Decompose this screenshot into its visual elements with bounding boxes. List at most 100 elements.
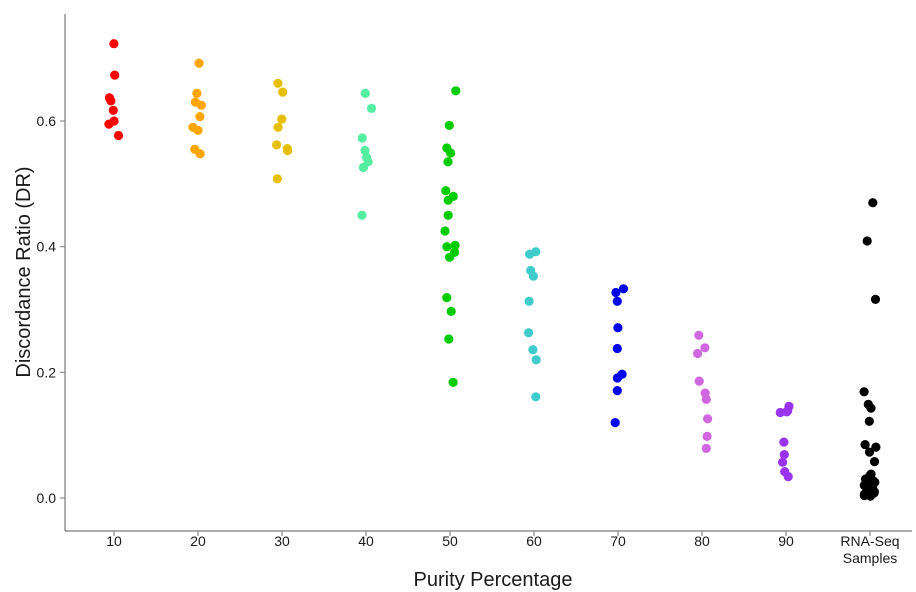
data-point xyxy=(865,491,876,501)
x-tick-label: 70 xyxy=(610,533,626,549)
x-tick-label: 40 xyxy=(358,533,374,549)
data-point xyxy=(693,348,703,359)
data-point xyxy=(192,88,202,98)
data-point xyxy=(357,210,367,220)
x-tick-label: 30 xyxy=(274,533,290,549)
data-point xyxy=(272,174,282,184)
data-point xyxy=(779,437,789,447)
data-point xyxy=(278,87,288,97)
data-point xyxy=(113,130,124,141)
data-point xyxy=(528,345,538,355)
data-point xyxy=(779,450,789,460)
data-point xyxy=(194,58,204,68)
x-tick-label-line: 10 xyxy=(106,533,122,549)
x-tick-label-line: 60 xyxy=(526,533,542,549)
data-point xyxy=(109,39,119,49)
x-tick-label-line: 70 xyxy=(610,533,626,549)
data-point xyxy=(612,386,622,396)
data-point xyxy=(444,120,454,130)
data-point xyxy=(446,148,456,158)
data-point xyxy=(703,414,713,424)
data-point xyxy=(195,112,205,122)
data-point xyxy=(196,100,206,110)
data-point xyxy=(277,114,287,124)
data-point xyxy=(195,149,205,159)
y-tick-label: 0.0 xyxy=(37,490,57,506)
y-tick-label: 0.6 xyxy=(37,113,57,129)
data-point xyxy=(612,343,622,354)
x-tick-label: 60 xyxy=(526,533,542,549)
data-point xyxy=(864,416,874,426)
data-point xyxy=(612,296,622,306)
data-point xyxy=(694,330,704,340)
x-tick-label: 10 xyxy=(106,533,122,549)
x-tick-label-line: 50 xyxy=(442,533,458,549)
data-point xyxy=(866,403,876,413)
data-point xyxy=(778,457,788,467)
data-point xyxy=(864,447,875,457)
x-tick-label: RNA-Seq Samples xyxy=(840,533,899,566)
data-point xyxy=(869,457,880,467)
x-tick-label-line: 40 xyxy=(358,533,374,549)
data-point xyxy=(868,198,878,208)
data-point xyxy=(106,96,116,106)
y-tick-label: 0.4 xyxy=(37,239,57,255)
data-point xyxy=(110,70,120,80)
data-point xyxy=(366,103,377,113)
data-point xyxy=(611,287,621,298)
data-point xyxy=(441,186,451,196)
data-point xyxy=(871,442,881,452)
x-tick-label: 50 xyxy=(442,533,458,549)
data-point xyxy=(860,440,870,450)
data-point xyxy=(440,226,450,236)
x-tick-label-line: RNA-Seq xyxy=(840,533,899,549)
data-point xyxy=(701,443,711,453)
data-point xyxy=(360,145,370,156)
data-point xyxy=(450,240,460,250)
x-tick-label-line: 20 xyxy=(190,533,206,549)
data-point xyxy=(446,306,456,316)
data-point xyxy=(283,145,293,156)
x-tick-label: 20 xyxy=(190,533,206,549)
x-tick-label-line: 90 xyxy=(778,533,794,549)
data-point xyxy=(360,88,370,98)
data-point xyxy=(524,328,534,338)
data-point xyxy=(442,293,452,303)
data-point xyxy=(702,431,712,441)
data-point xyxy=(451,86,461,96)
data-point xyxy=(701,394,711,404)
y-tick-label: 0.2 xyxy=(37,364,57,380)
data-point xyxy=(108,105,118,115)
data-point xyxy=(610,418,620,428)
data-point xyxy=(525,249,535,259)
data-point xyxy=(531,355,541,365)
data-point xyxy=(104,119,114,129)
data-point xyxy=(272,140,282,150)
data-point xyxy=(358,162,368,173)
y-axis-ticks: 0.0 0.2 0.4 0.6 xyxy=(37,113,65,506)
data-point xyxy=(273,122,283,132)
data-point xyxy=(448,377,458,387)
data-point xyxy=(445,252,455,262)
data-point xyxy=(443,210,453,220)
data-point xyxy=(444,334,454,344)
data-point xyxy=(273,78,283,88)
data-point xyxy=(618,284,629,294)
data-point xyxy=(357,133,367,143)
x-tick-label-line: 30 xyxy=(274,533,290,549)
data-point xyxy=(193,125,203,135)
data-point xyxy=(612,373,623,383)
data-point xyxy=(870,294,881,304)
x-tick-label-line: 80 xyxy=(694,533,710,549)
data-point xyxy=(442,242,452,252)
data-point xyxy=(531,392,541,402)
data-point xyxy=(613,323,623,333)
data-point xyxy=(528,271,539,281)
data-point xyxy=(700,343,710,353)
data-point xyxy=(524,296,534,306)
x-tick-label: 80 xyxy=(694,533,710,549)
data-point xyxy=(859,387,869,397)
data-point xyxy=(694,376,704,386)
x-axis-ticks: 10 20 30 40 50 60 70 80 90 RNA-Seq Samples xyxy=(106,531,900,566)
